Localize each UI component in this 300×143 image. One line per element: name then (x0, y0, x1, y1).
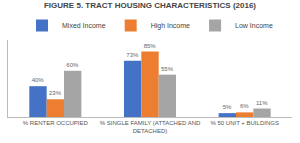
svg-text:Mixed Income: Mixed Income (62, 22, 106, 29)
svg-text:73%: 73% (126, 52, 139, 58)
svg-text:5%: 5% (223, 104, 232, 110)
svg-text:High Income: High Income (151, 22, 190, 30)
svg-text:60%: 60% (66, 62, 79, 68)
svg-text:11%: 11% (256, 100, 268, 106)
svg-text:6%: 6% (240, 103, 249, 109)
svg-text:85%: 85% (144, 43, 157, 49)
svg-text:40%: 40% (32, 77, 45, 83)
svg-text:% RENTER OCCUPIED: % RENTER OCCUPIED (23, 120, 89, 126)
svg-text:Low Income: Low Income (235, 22, 273, 29)
svg-text:% 50 UNIT + BUILDINGS: % 50 UNIT + BUILDINGS (210, 120, 278, 126)
svg-text:55%: 55% (161, 66, 174, 72)
svg-text:23%: 23% (49, 90, 62, 96)
svg-text:FIGURE 5. TRACT HOUSING CHARAC: FIGURE 5. TRACT HOUSING CHARACTERISTICS … (44, 1, 256, 10)
svg-text:% SINGLE FAMILY (ATTACHED ANDD: % SINGLE FAMILY (ATTACHED ANDDETACHED) (100, 120, 201, 134)
